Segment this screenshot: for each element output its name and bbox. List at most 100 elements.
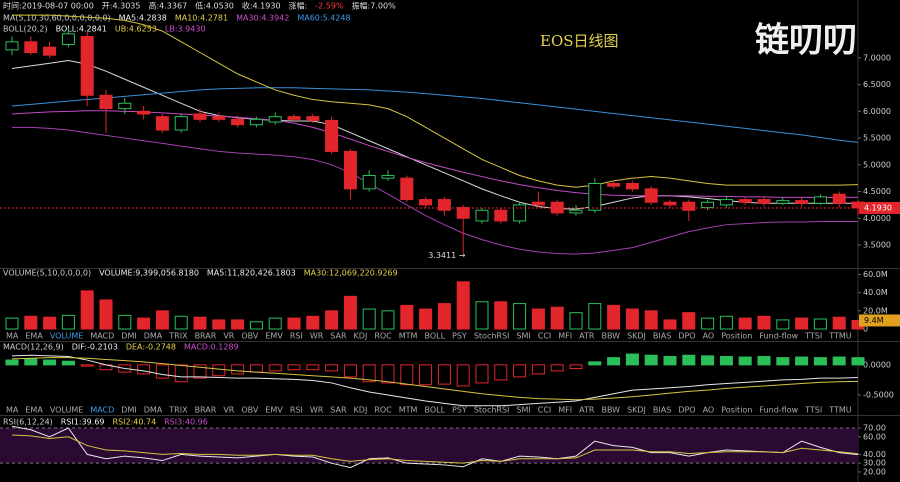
tab[interactable]: WR [310, 406, 324, 415]
tab[interactable]: StochRSI [474, 406, 510, 415]
tab[interactable]: BRAR [195, 332, 217, 341]
tab[interactable]: MACD [90, 332, 114, 341]
tab[interactable]: AO [703, 406, 715, 415]
tab[interactable]: TTSI [804, 406, 822, 415]
tab[interactable]: KDJ [354, 406, 368, 415]
tab[interactable]: RSI [290, 332, 303, 341]
tab[interactable]: BOLL [424, 406, 445, 415]
tab[interactable]: KDJ [354, 332, 368, 341]
tab[interactable]: MACD [90, 406, 114, 415]
tab[interactable]: WR [310, 332, 324, 341]
tab[interactable]: OBV [241, 332, 259, 341]
tab[interactable]: SAR [330, 406, 347, 415]
volume-bar [550, 306, 564, 330]
candle-body [155, 116, 169, 131]
tab[interactable]: StochRSI [474, 332, 510, 341]
last-volume-box [859, 314, 900, 327]
macd-bar [475, 364, 489, 384]
tab[interactable]: ATR [579, 406, 595, 415]
tab[interactable]: DPO [678, 332, 695, 341]
candle-body [231, 118, 245, 126]
tab[interactable]: RSI [290, 406, 303, 415]
tab[interactable]: DMA [144, 406, 163, 415]
info-text: 时间:2019-08-07 00:00 [3, 1, 94, 11]
y-tick-label: 40.00 [863, 450, 886, 459]
last-price-label: 4.1930 [864, 203, 892, 212]
tab[interactable]: SMI [516, 332, 530, 341]
tab[interactable]: VR [223, 406, 234, 415]
tab[interactable]: DMI [121, 332, 136, 341]
tab[interactable]: BBW [601, 332, 620, 341]
tab[interactable]: ATR [579, 332, 595, 341]
tab[interactable]: SAR [330, 332, 347, 341]
tab[interactable]: TTSI [804, 332, 822, 341]
y-tick-label: 20.00 [863, 467, 886, 476]
info-text: MA10:4.2781 [175, 14, 228, 23]
volume-bar [43, 316, 57, 330]
y-tick-label: 20.0M [863, 306, 888, 315]
tab[interactable]: SMI [516, 406, 530, 415]
tab[interactable]: ROC [374, 406, 392, 415]
tab[interactable]: VR [223, 332, 234, 341]
macd-bar [24, 358, 38, 366]
tab[interactable]: DPO [678, 406, 695, 415]
y-tick-label: 4.0000 [863, 214, 891, 223]
tab[interactable]: EMV [265, 406, 283, 415]
volume-bar [268, 317, 282, 330]
tab[interactable]: BIAS [653, 406, 671, 415]
tab[interactable]: BOLL [424, 332, 445, 341]
tab[interactable]: DMA [144, 332, 163, 341]
volume-bar [607, 304, 621, 330]
volume-bar [588, 303, 602, 330]
tab[interactable]: ROC [374, 332, 392, 341]
tab[interactable]: MA [6, 332, 19, 341]
y-tick-label: 0.0000 [863, 360, 891, 369]
tab[interactable]: TRIX [168, 406, 188, 415]
volume-bar [80, 290, 94, 330]
tab[interactable]: BBW [601, 406, 620, 415]
tab[interactable]: MA [6, 406, 19, 415]
tab[interactable]: OBV [241, 406, 259, 415]
tab[interactable]: BRAR [195, 406, 217, 415]
info-text: MA60:5.4248 [297, 14, 350, 23]
tab[interactable]: MTM [399, 406, 418, 415]
tab[interactable]: Fund-flow [759, 406, 798, 415]
tab[interactable]: MFI [558, 332, 572, 341]
tab[interactable]: SKDJ [627, 332, 646, 341]
tab[interactable]: EMV [265, 332, 283, 341]
tab[interactable]: VOLUME [50, 332, 84, 341]
tab[interactable]: PSY [452, 332, 467, 341]
candle-body [61, 33, 75, 45]
candle-body [419, 199, 433, 206]
info-text: DEA:-0.2748 [126, 343, 176, 352]
tab[interactable]: MTM [399, 332, 418, 341]
logo: 链叨叨 [755, 21, 857, 61]
tab[interactable]: TTMU [828, 332, 852, 341]
tab[interactable]: AO [703, 332, 715, 341]
macd-bar [61, 360, 75, 366]
rsi-band [0, 427, 858, 464]
tab[interactable]: CCI [538, 332, 552, 341]
tab[interactable]: MFI [558, 406, 572, 415]
candle-body [212, 116, 226, 120]
volume-bar [738, 317, 752, 330]
tab[interactable]: DMI [121, 406, 136, 415]
candle-body [475, 209, 489, 222]
tab[interactable]: SKDJ [627, 406, 646, 415]
tab[interactable]: Position [721, 406, 752, 415]
tab[interactable]: VOLUME [50, 406, 84, 415]
tab[interactable]: EMA [25, 406, 43, 415]
tab[interactable]: EMA [25, 332, 43, 341]
volume-bar [343, 295, 357, 330]
volume-bar [400, 304, 414, 330]
volume-bar [306, 315, 320, 330]
tab[interactable]: CCI [538, 406, 552, 415]
tab[interactable]: Position [721, 332, 752, 341]
volume-bar [644, 310, 658, 330]
tab[interactable]: BIAS [653, 332, 671, 341]
volume-bar [437, 303, 451, 330]
tab[interactable]: TRIX [168, 332, 188, 341]
tab[interactable]: PSY [452, 406, 467, 415]
tab[interactable]: TTMU [828, 406, 852, 415]
tab[interactable]: Fund-flow [759, 332, 798, 341]
